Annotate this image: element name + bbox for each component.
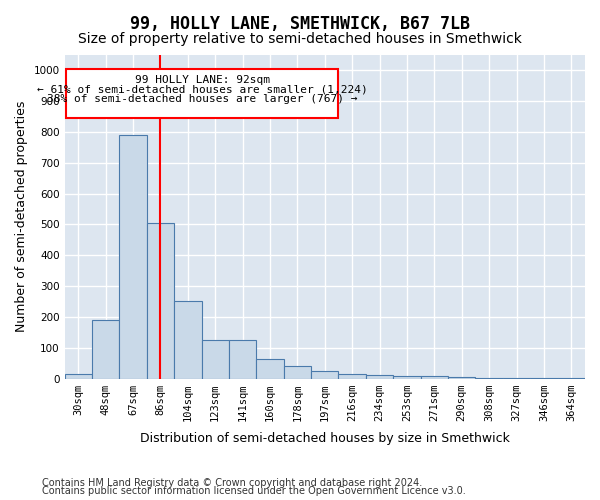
Bar	[421, 376, 448, 378]
Bar	[174, 302, 202, 378]
Bar	[119, 135, 147, 378]
Text: Size of property relative to semi-detached houses in Smethwick: Size of property relative to semi-detach…	[78, 32, 522, 46]
X-axis label: Distribution of semi-detached houses by size in Smethwick: Distribution of semi-detached houses by …	[140, 432, 510, 445]
Bar	[147, 223, 174, 378]
Bar	[92, 320, 119, 378]
Text: 99, HOLLY LANE, SMETHWICK, B67 7LB: 99, HOLLY LANE, SMETHWICK, B67 7LB	[130, 15, 470, 33]
Bar	[448, 377, 475, 378]
Bar	[311, 371, 338, 378]
FancyBboxPatch shape	[66, 69, 338, 118]
Bar	[393, 376, 421, 378]
Text: Contains HM Land Registry data © Crown copyright and database right 2024.: Contains HM Land Registry data © Crown c…	[42, 478, 422, 488]
Bar	[256, 360, 284, 378]
Bar	[202, 340, 229, 378]
Text: 99 HOLLY LANE: 92sqm: 99 HOLLY LANE: 92sqm	[134, 75, 269, 85]
Bar	[65, 374, 92, 378]
Text: Contains public sector information licensed under the Open Government Licence v3: Contains public sector information licen…	[42, 486, 466, 496]
Bar	[229, 340, 256, 378]
Text: 38% of semi-detached houses are larger (767) →: 38% of semi-detached houses are larger (…	[47, 94, 358, 104]
Bar	[338, 374, 366, 378]
Text: ← 61% of semi-detached houses are smaller (1,224): ← 61% of semi-detached houses are smalle…	[37, 85, 368, 95]
Bar	[366, 376, 393, 378]
Bar	[284, 366, 311, 378]
Y-axis label: Number of semi-detached properties: Number of semi-detached properties	[15, 101, 28, 332]
